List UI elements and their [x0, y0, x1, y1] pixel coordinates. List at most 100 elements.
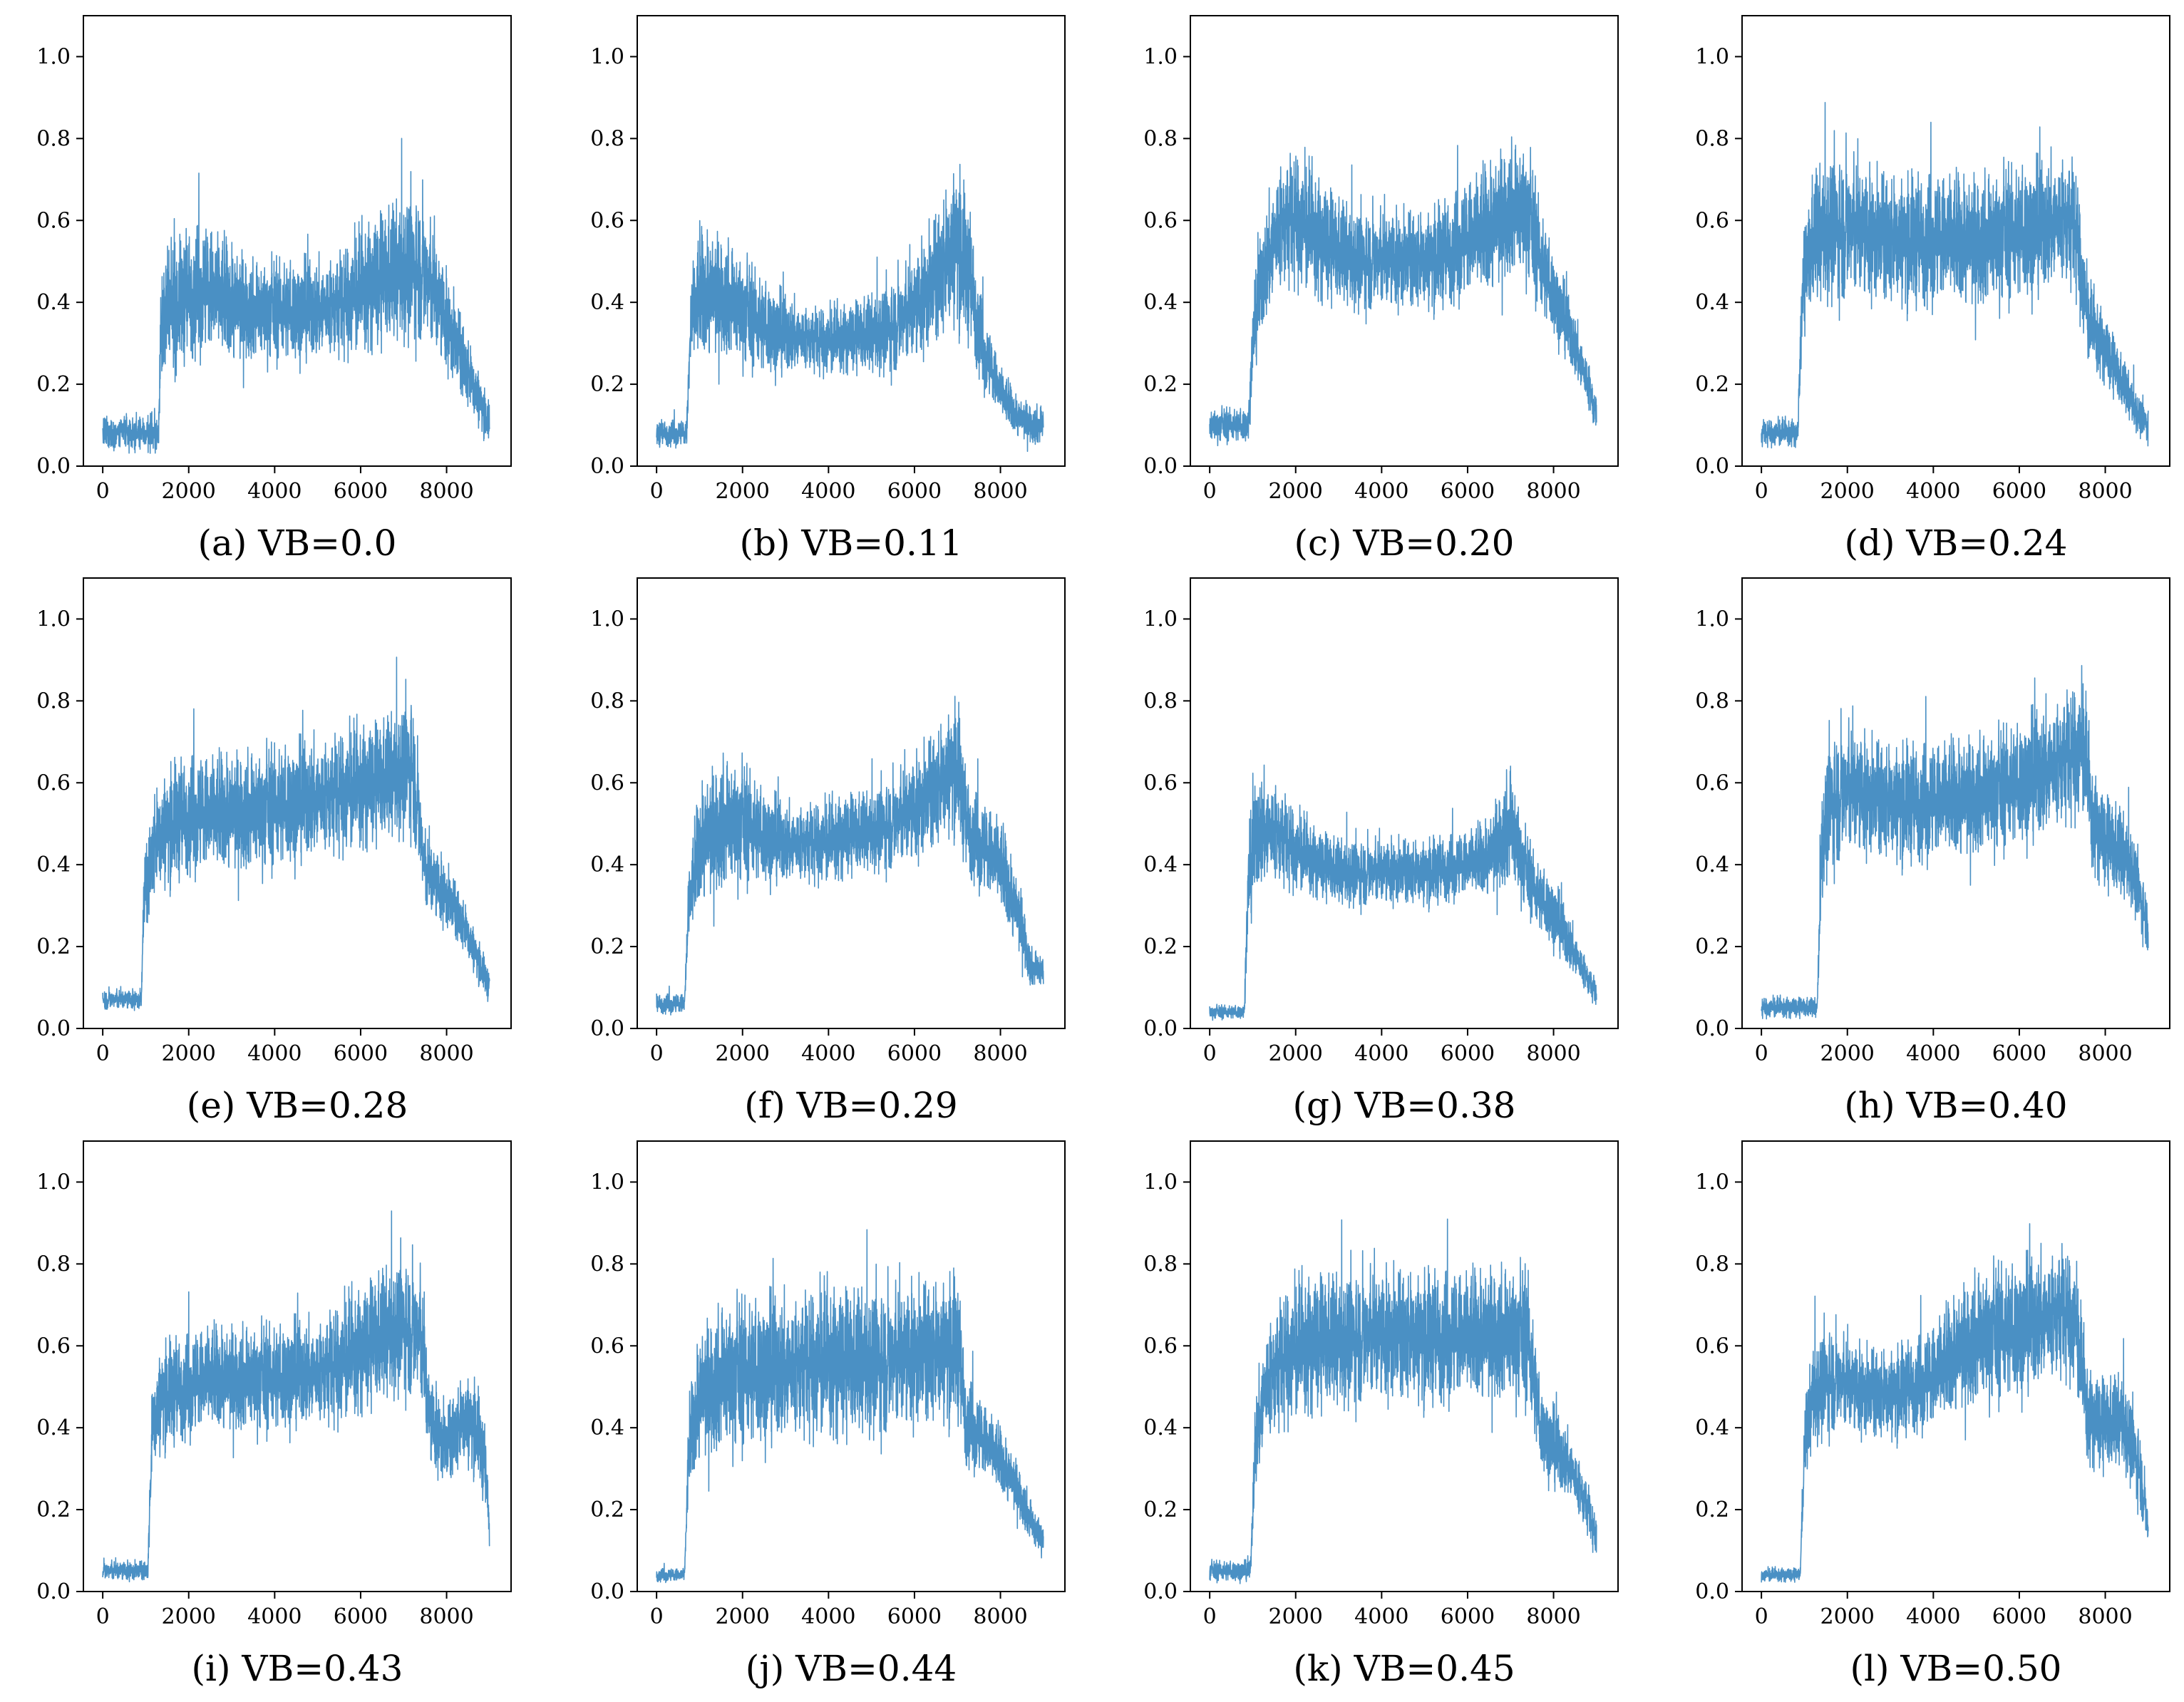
- x-tick-label: 6000: [1441, 479, 1495, 504]
- x-tick-label: 0: [96, 479, 110, 504]
- y-tick-label: 0.2: [36, 934, 71, 959]
- x-tick-label: 6000: [887, 1604, 942, 1629]
- axes-frame-j: [637, 1140, 1066, 1592]
- x-tick-label: 6000: [1992, 1604, 2046, 1629]
- y-tick-label: 1.0: [590, 607, 624, 631]
- series-line-l: [1761, 1223, 2149, 1583]
- subplot-c: 0 2000 4000 6000 8000 0.0 0.2 0.4 0.6 0.8 1.0 (c) V…: [1143, 15, 1619, 564]
- subplot-j: 0 2000 4000 6000 8000 0.0 0.2 0.4 0.6 0.8 1.0 (j) V…: [590, 1140, 1066, 1689]
- x-tick-label: 2000: [162, 1604, 216, 1629]
- y-tick-label: 0.4: [590, 1415, 624, 1440]
- y-tick-label: 0.6: [36, 1334, 71, 1358]
- caption-b: (b) VB=0.11: [740, 522, 963, 564]
- y-tick-label: 0.8: [1143, 688, 1178, 713]
- x-tick-label: 2000: [1269, 1604, 1323, 1629]
- x-tick-label: 2000: [716, 1041, 770, 1066]
- caption-h: (h) VB=0.40: [1844, 1085, 2067, 1126]
- y-tick-label: 0.4: [36, 1415, 71, 1440]
- x-tick-label: 0: [1755, 479, 1768, 504]
- y-tick-label: 0.2: [1143, 1497, 1178, 1522]
- x-tick-label: 2000: [1269, 479, 1323, 504]
- y-tick-label: 0.8: [1695, 688, 1729, 713]
- x-tick-label: 4000: [247, 1604, 302, 1629]
- y-tick-label: 0.6: [590, 770, 624, 795]
- x-tick-label: 0: [1203, 479, 1217, 504]
- subplot-b: 0 2000 4000 6000 8000 0.0 0.2 0.4 0.6 0.8 1.0 (b) V…: [590, 15, 1066, 564]
- y-tick-label: 0.8: [36, 1252, 71, 1276]
- y-tick-label: 0.8: [590, 688, 624, 713]
- axes-frame-a: [83, 15, 512, 467]
- subplot-f: 0 2000 4000 6000 8000 0.0 0.2 0.4 0.6 0.8 1.0 (f) V…: [590, 577, 1066, 1126]
- y-tick-label: 0.2: [590, 934, 624, 959]
- subplot-a: 0 2000 4000 6000 8000 0.0 0.2 0.4 0.6 0.8 1.0 (a) V…: [36, 15, 512, 564]
- y-tick-label: 1.0: [1143, 607, 1178, 631]
- axes-frame-c: [1190, 15, 1619, 467]
- y-tick-label: 0.6: [1695, 1334, 1729, 1358]
- y-tick-label: 0.4: [1143, 852, 1178, 877]
- subplot-g: 0 2000 4000 6000 8000 0.0 0.2 0.4 0.6 0.8 1.0 (g) V…: [1143, 577, 1619, 1126]
- x-tick-label: 8000: [973, 1041, 1027, 1066]
- series-line-i: [102, 1210, 490, 1583]
- x-tick-label: 0: [96, 1041, 110, 1066]
- x-tick-label: 8000: [419, 1041, 473, 1066]
- x-tick-label: 4000: [247, 1041, 302, 1066]
- y-tick-label: 0.0: [590, 454, 624, 479]
- x-tick-label: 8000: [1526, 1041, 1580, 1066]
- y-tick-label: 0.4: [1143, 1415, 1178, 1440]
- y-tick-label: 1.0: [590, 1170, 624, 1195]
- y-tick-label: 0.0: [36, 1579, 71, 1604]
- x-tick-label: 0: [650, 1041, 664, 1066]
- x-tick-label: 2000: [1820, 1041, 1875, 1066]
- y-tick-label: 0.6: [1143, 208, 1178, 233]
- axes-frame-k: [1190, 1140, 1619, 1592]
- x-tick-label: 4000: [1906, 479, 1960, 504]
- y-tick-label: 0.4: [1695, 1415, 1729, 1440]
- y-tick-label: 0.4: [36, 290, 71, 315]
- y-tick-label: 0.4: [1695, 290, 1729, 315]
- subplot-d: 0 2000 4000 6000 8000 0.0 0.2 0.4 0.6 0.8 1.0 (d) V…: [1695, 15, 2170, 564]
- series-line-k: [1209, 1218, 1597, 1584]
- x-tick-label: 2000: [1269, 1041, 1323, 1066]
- x-tick-label: 4000: [247, 479, 302, 504]
- y-tick-label: 0.6: [36, 770, 71, 795]
- y-tick-label: 0.2: [1143, 372, 1178, 397]
- series-line-c: [1209, 136, 1597, 447]
- y-tick-label: 0.0: [1143, 1579, 1178, 1604]
- y-tick-label: 1.0: [1143, 44, 1178, 69]
- x-tick-label: 6000: [887, 479, 942, 504]
- x-tick-label: 2000: [716, 1604, 770, 1629]
- caption-i: (i) VB=0.43: [192, 1648, 403, 1689]
- x-tick-label: 0: [1203, 1604, 1217, 1629]
- caption-c: (c) VB=0.20: [1294, 522, 1515, 564]
- series-line-g: [1209, 764, 1597, 1021]
- x-tick-label: 8000: [419, 479, 473, 504]
- x-tick-label: 4000: [1354, 1604, 1408, 1629]
- y-tick-label: 1.0: [1695, 1170, 1729, 1195]
- y-tick-label: 0.2: [1695, 372, 1729, 397]
- subplot-e: 0 2000 4000 6000 8000 0.0 0.2 0.4 0.6 0.8 1.0 (e) V…: [36, 577, 512, 1126]
- axes-frame-d: [1741, 15, 2170, 467]
- caption-d: (d) VB=0.24: [1845, 522, 2068, 564]
- caption-j: (j) VB=0.44: [746, 1648, 957, 1689]
- y-tick-label: 1.0: [36, 607, 71, 631]
- series-line-b: [656, 163, 1044, 453]
- x-tick-label: 8000: [1526, 1604, 1580, 1629]
- caption-e: (e) VB=0.28: [187, 1085, 408, 1126]
- y-tick-label: 0.8: [590, 126, 624, 151]
- y-tick-label: 0.8: [1143, 1252, 1178, 1276]
- y-tick-label: 0.0: [1695, 454, 1729, 479]
- caption-f: (f) VB=0.29: [744, 1085, 958, 1126]
- x-tick-label: 0: [1755, 1041, 1768, 1066]
- y-tick-label: 0.4: [590, 290, 624, 315]
- y-tick-label: 0.0: [1143, 454, 1178, 479]
- x-tick-label: 8000: [973, 479, 1027, 504]
- x-tick-label: 4000: [801, 1041, 855, 1066]
- y-tick-label: 1.0: [1695, 44, 1729, 69]
- x-tick-label: 2000: [1820, 1604, 1875, 1629]
- series-line-f: [656, 696, 1044, 1016]
- x-tick-label: 8000: [973, 1604, 1027, 1629]
- x-tick-label: 8000: [2078, 479, 2132, 504]
- y-tick-label: 0.4: [590, 852, 624, 877]
- y-tick-label: 0.6: [36, 208, 71, 233]
- axes-frame-e: [83, 577, 512, 1029]
